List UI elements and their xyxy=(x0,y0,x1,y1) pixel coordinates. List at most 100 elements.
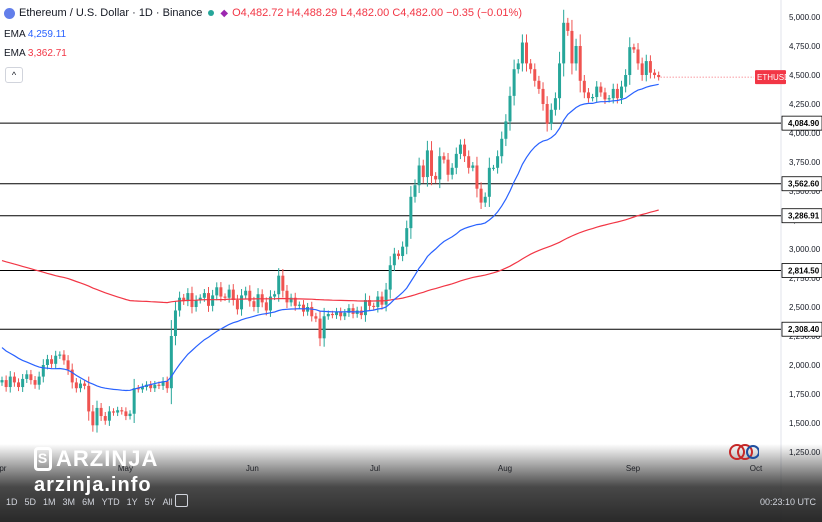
candle-body xyxy=(74,382,78,389)
candle-body xyxy=(244,290,248,296)
range-button-6m[interactable]: 6M xyxy=(82,497,95,507)
range-button-all[interactable]: All xyxy=(162,497,173,507)
candle-body xyxy=(347,308,351,313)
candle-body xyxy=(372,305,376,307)
price-axis[interactable]: 5,000.00 4,750.00 4,500.00 4,250.00 4,000.00… xyxy=(781,13,822,457)
candle-body xyxy=(45,359,49,365)
candle-body xyxy=(54,355,58,364)
share-icon[interactable]: ◆ xyxy=(220,7,229,19)
symbol-title[interactable]: Ethereum / U.S. Dollar · 1D · Binance xyxy=(19,7,203,19)
brand-site: arzinja.info xyxy=(34,474,152,496)
candle-body xyxy=(504,121,508,139)
candle-body xyxy=(409,196,413,229)
candle-body xyxy=(252,301,256,307)
candle-body xyxy=(363,300,367,316)
candle-body xyxy=(169,336,173,389)
candle-body xyxy=(240,295,244,310)
candle-body xyxy=(434,175,438,180)
candle-body xyxy=(566,22,570,31)
candle-body xyxy=(351,308,355,314)
level-price-box xyxy=(781,321,822,337)
candle-body xyxy=(124,411,128,417)
candle-body xyxy=(413,185,417,197)
brand-name: ARZINJA xyxy=(56,446,159,471)
candle-body xyxy=(83,383,87,386)
symbol-tag-text: ETHUSD xyxy=(757,73,790,82)
candle-body xyxy=(582,80,586,93)
candle-body xyxy=(479,188,483,203)
candle-body xyxy=(558,63,562,99)
range-button-1y[interactable]: 1Y xyxy=(126,497,138,507)
candle-body xyxy=(417,165,421,186)
candle-body xyxy=(471,165,475,168)
candle-body xyxy=(25,374,29,379)
y-tick-label: 1,750.00 xyxy=(789,390,821,399)
candle-body xyxy=(153,384,157,389)
range-button-1m[interactable]: 1M xyxy=(43,497,56,507)
level-price-box xyxy=(781,115,822,131)
range-button-1d[interactable]: 1D xyxy=(6,497,18,507)
candle-body xyxy=(41,365,45,377)
utc-clock[interactable]: 00:23:10 UTC xyxy=(759,497,816,507)
ema-fast-legend[interactable]: EMA 4,259.11 xyxy=(4,29,66,40)
y-tick-label: 1,500.00 xyxy=(789,419,821,428)
candle-body xyxy=(512,69,516,96)
tradingview-badge-icon xyxy=(729,442,760,462)
brand-watermark: S ARZINJA xyxy=(34,446,158,472)
candle-body xyxy=(574,46,578,64)
candle-body xyxy=(330,313,334,316)
candle-body xyxy=(541,88,545,104)
candle-body xyxy=(438,156,442,180)
candle-body xyxy=(132,388,136,414)
candle-body xyxy=(475,165,479,189)
candle-body xyxy=(632,47,636,50)
candle-body xyxy=(12,376,16,383)
calendar-icon[interactable] xyxy=(175,494,188,507)
candle-body xyxy=(310,307,314,317)
candle-body xyxy=(595,86,599,98)
collapse-legend-button[interactable]: ^ xyxy=(5,67,23,83)
candle-body xyxy=(194,300,198,307)
candle-body xyxy=(178,297,182,311)
y-tick-label: 5,000.00 xyxy=(789,13,821,22)
level-price-label: 2,814.50 xyxy=(788,267,820,276)
candle-body xyxy=(376,296,380,307)
range-button-5d[interactable]: 5D xyxy=(24,497,37,507)
y-tick-label: 2,750.00 xyxy=(789,274,821,283)
range-button-ytd[interactable]: YTD xyxy=(101,497,120,507)
candle-body xyxy=(8,376,12,388)
candle-body xyxy=(112,411,116,413)
candle-body xyxy=(95,407,99,426)
ema-fast-label: EMA xyxy=(4,29,26,40)
candle-body xyxy=(425,150,429,178)
candle-body xyxy=(636,49,640,64)
candle-body xyxy=(120,410,124,412)
candle-body xyxy=(483,196,487,203)
candle-body xyxy=(198,297,202,301)
candle-body xyxy=(586,92,590,99)
candle-body xyxy=(21,378,25,388)
candle-body xyxy=(235,300,239,310)
candle-body xyxy=(570,30,574,64)
candle-body xyxy=(140,387,144,390)
ema-slow-legend[interactable]: EMA 3,362.71 xyxy=(4,48,67,59)
candle-body xyxy=(322,316,326,339)
candle-body xyxy=(578,46,582,81)
ema-slow-line xyxy=(1,209,659,304)
candle-body xyxy=(607,98,611,100)
candle-body xyxy=(161,381,165,386)
candle-body xyxy=(165,381,169,389)
candle-body xyxy=(107,411,111,421)
candle-body xyxy=(149,384,153,389)
candle-body xyxy=(219,287,223,297)
candle-body xyxy=(103,416,107,421)
watermark-footer xyxy=(0,444,822,522)
candle-body xyxy=(157,384,161,386)
range-selector[interactable]: 1D 5D 1M 3M 6M YTD 1Y 5Y All xyxy=(6,497,173,507)
range-button-3m[interactable]: 3M xyxy=(62,497,76,507)
candle-body xyxy=(359,310,363,316)
candle-body xyxy=(202,293,206,298)
candle-body xyxy=(496,156,500,168)
range-button-5y[interactable]: 5Y xyxy=(144,497,156,507)
